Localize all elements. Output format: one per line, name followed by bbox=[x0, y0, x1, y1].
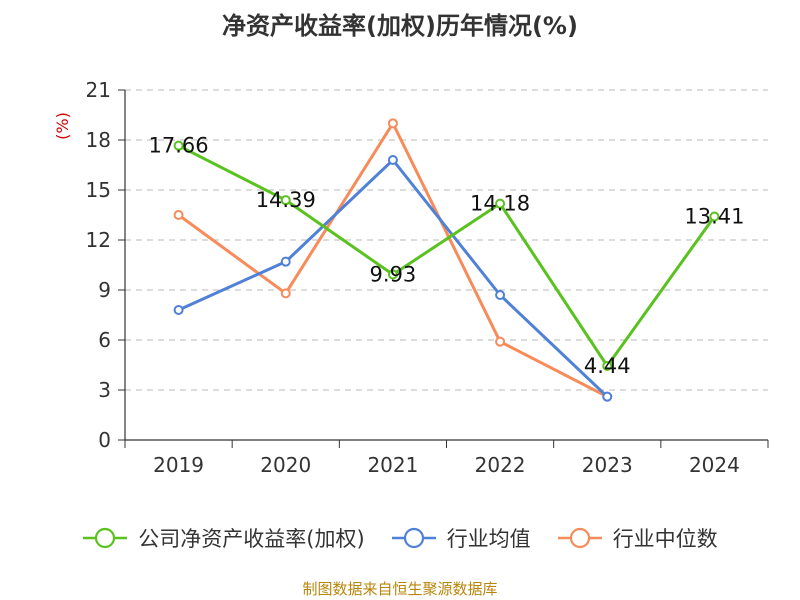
data-point[interactable] bbox=[280, 288, 291, 299]
data-point[interactable] bbox=[173, 140, 184, 151]
legend-item[interactable]: 行业中位数 bbox=[557, 523, 718, 553]
y-tick-label: 15 bbox=[86, 178, 111, 202]
data-point[interactable] bbox=[709, 211, 720, 222]
data-point[interactable] bbox=[173, 210, 184, 220]
legend-label: 公司净资产收益率(加权) bbox=[138, 527, 365, 551]
x-tick-label: 2024 bbox=[689, 453, 740, 477]
y-tick-label: 21 bbox=[86, 78, 111, 102]
source-note: 制图数据来自恒生聚源数据库 bbox=[302, 580, 498, 598]
y-tick-label: 3 bbox=[98, 378, 111, 402]
data-point[interactable] bbox=[495, 198, 506, 209]
chart-title: 净资产收益率(加权)历年情况(%) bbox=[222, 12, 578, 40]
axes: 0 3 6 9 12 15 18 21 2019 2020 2021 2022 2023 2024 (%) bbox=[53, 78, 769, 477]
y-tick-label: 18 bbox=[86, 128, 111, 152]
data-point[interactable] bbox=[173, 305, 184, 315]
data-point[interactable] bbox=[495, 336, 506, 347]
y-tick-label: 12 bbox=[86, 228, 111, 252]
data-label: 14.39 bbox=[256, 188, 316, 212]
data-point[interactable] bbox=[280, 195, 291, 206]
data-point[interactable] bbox=[602, 361, 613, 371]
data-point[interactable] bbox=[280, 256, 291, 267]
data-label: 9.93 bbox=[370, 263, 417, 287]
y-tick-label: 6 bbox=[98, 328, 111, 352]
data-label: 4.44 bbox=[584, 354, 631, 378]
y-axis-label: (%) bbox=[53, 112, 72, 140]
x-tick-label: 2021 bbox=[367, 453, 418, 477]
legend-line-circle-icon bbox=[557, 527, 602, 549]
x-tick-label: 2022 bbox=[475, 453, 526, 477]
data-point[interactable] bbox=[387, 118, 398, 129]
legend-item[interactable]: 公司净资产收益率(加权) bbox=[82, 523, 365, 553]
legend-label: 行业中位数 bbox=[612, 527, 718, 551]
legend-label: 行业均值 bbox=[446, 527, 531, 551]
y-tick-label: 9 bbox=[98, 278, 111, 302]
data-point[interactable] bbox=[602, 391, 613, 402]
data-label: 14.18 bbox=[470, 192, 530, 216]
series-line bbox=[177, 144, 716, 368]
legend-line-circle-icon bbox=[391, 527, 436, 549]
x-tick-label: 2023 bbox=[582, 453, 633, 477]
data-label: 17.66 bbox=[149, 134, 209, 158]
legend-line-circle-icon bbox=[83, 527, 128, 549]
legend: 公司净资产收益率(加权) 行业均值 行业中位数 bbox=[0, 518, 800, 558]
data-labels: 17.66 14.39 9.93 14.18 4.44 13.41 bbox=[149, 134, 745, 378]
data-point[interactable] bbox=[495, 290, 506, 300]
y-tick-label: 0 bbox=[98, 428, 111, 452]
data-point[interactable] bbox=[387, 155, 398, 165]
x-tick-label: 2020 bbox=[260, 453, 311, 477]
data-point[interactable] bbox=[387, 269, 398, 280]
data-label: 13.41 bbox=[684, 205, 744, 229]
series-group bbox=[173, 118, 720, 402]
legend-item[interactable]: 行业均值 bbox=[391, 523, 531, 553]
x-tick-label: 2019 bbox=[153, 453, 204, 477]
